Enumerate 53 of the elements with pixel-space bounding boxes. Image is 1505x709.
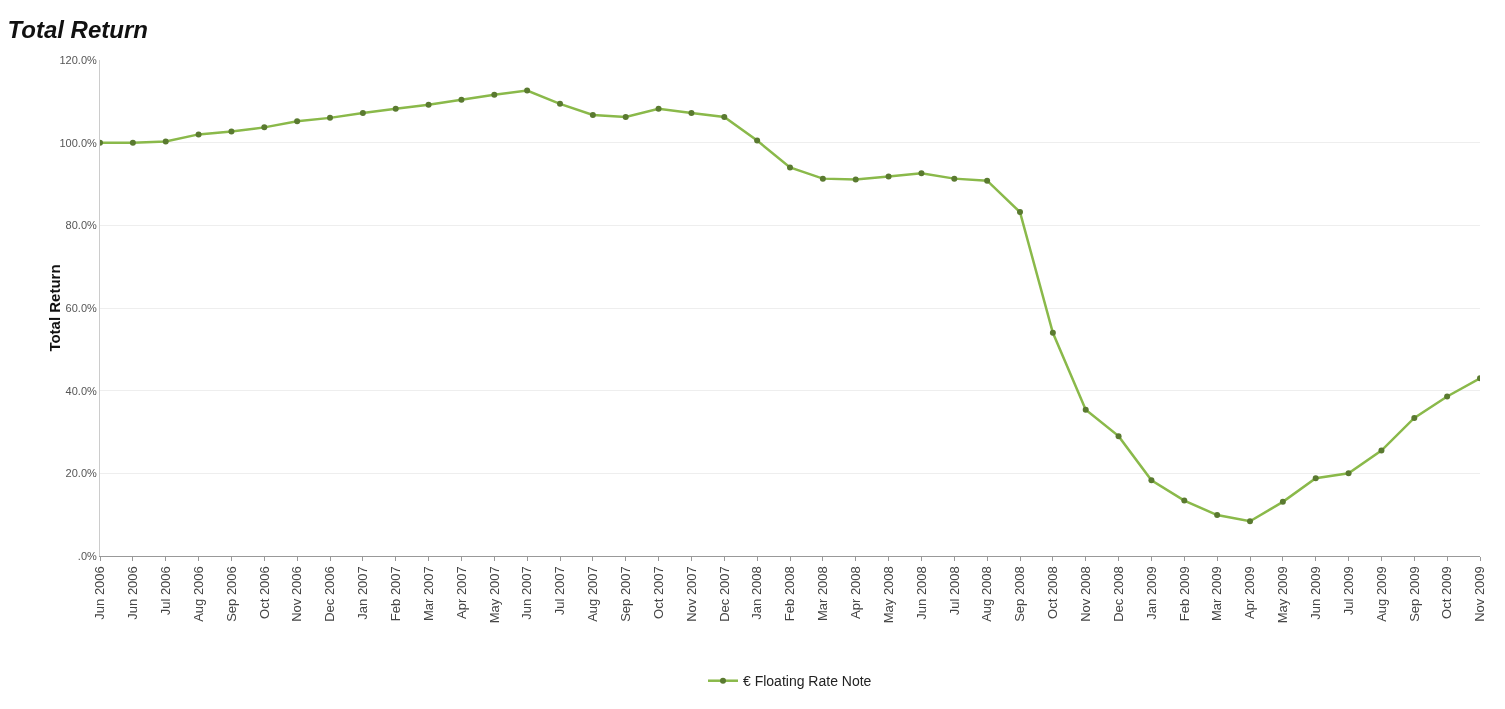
y-tick-label: 100.0% <box>59 136 98 149</box>
x-tick-label: Jul 2009 <box>1340 566 1356 616</box>
x-tick-label: Feb 2007 <box>387 566 403 622</box>
x-tick-label: Mar 2007 <box>420 566 436 622</box>
x-tick-label: Nov 2006 <box>289 566 305 622</box>
x-tick-label: Sep 2007 <box>617 566 633 622</box>
x-tick-label: Nov 2007 <box>683 566 699 622</box>
x-tick-label: Jun 2008 <box>913 566 929 620</box>
x-tick-label: Aug 2006 <box>190 566 206 622</box>
x-tick-label: May 2007 <box>486 566 502 624</box>
x-tick-label: May 2008 <box>880 566 896 624</box>
x-tick-label: Dec 2007 <box>716 566 732 622</box>
legend-label: € Floating Rate Note <box>743 673 872 690</box>
x-tick-label: Oct 2009 <box>1439 566 1455 619</box>
x-tick-label: Feb 2009 <box>1176 566 1192 622</box>
x-tick-label: Dec 2006 <box>322 566 338 622</box>
y-tick-label: .0% <box>77 549 98 562</box>
x-tick-label: Jul 2007 <box>552 566 568 616</box>
x-tick-label: Oct 2008 <box>1045 566 1061 619</box>
y-tick-label: 80.0% <box>65 219 98 232</box>
y-tick-label: 40.0% <box>65 384 98 397</box>
x-tick-label: Jan 2009 <box>1143 566 1159 620</box>
x-tick-label: May 2009 <box>1275 566 1291 624</box>
x-tick-label: Jun 2006 <box>125 566 141 620</box>
x-tick-label: Jan 2008 <box>749 566 765 620</box>
x-tick-label: Oct 2006 <box>256 566 272 619</box>
x-tick-label: Jan 2007 <box>355 566 371 620</box>
x-tick-label: Aug 2008 <box>979 566 995 622</box>
x-tick-label: Nov 2008 <box>1077 566 1093 622</box>
x-tick-label: Nov 2009 <box>1472 566 1488 622</box>
x-tick-label: Apr 2009 <box>1242 566 1258 619</box>
x-tick-label: Apr 2007 <box>453 566 469 619</box>
y-tick-label: 60.0% <box>65 301 98 314</box>
x-tick-label: Aug 2009 <box>1373 566 1389 622</box>
x-tick-label: Mar 2009 <box>1209 566 1225 622</box>
x-tick-label: Mar 2008 <box>815 566 831 622</box>
x-tick-label: Jul 2008 <box>946 566 962 616</box>
x-tick-label: Feb 2008 <box>782 566 798 622</box>
x-tick-label: Apr 2008 <box>847 566 863 619</box>
y-tick-label: 20.0% <box>65 467 98 480</box>
x-tick-label: Jun 2007 <box>519 566 535 620</box>
x-tick-label: Jul 2006 <box>157 566 173 616</box>
x-tick-label: Dec 2008 <box>1110 566 1126 622</box>
x-tick-label: Aug 2007 <box>585 566 601 622</box>
x-tick-label: Sep 2008 <box>1012 566 1028 622</box>
chart-title: Total Return <box>7 16 148 44</box>
x-tick-label: Oct 2007 <box>650 566 666 619</box>
x-tick-label: Jun 2009 <box>1307 566 1323 620</box>
y-tick-label: 120.0% <box>59 53 98 66</box>
y-axis-title: Total Return <box>46 264 63 352</box>
x-tick-label: Sep 2006 <box>223 566 239 622</box>
x-tick-label: Sep 2009 <box>1406 566 1422 622</box>
x-tick-label: Jun 2006 <box>92 566 108 620</box>
